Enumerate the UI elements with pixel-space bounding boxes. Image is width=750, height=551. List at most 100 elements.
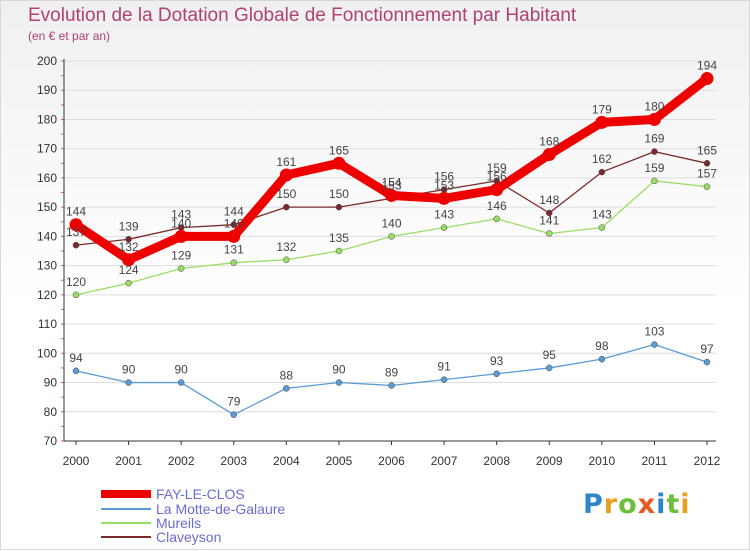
legend-swatch-mureils (101, 522, 151, 524)
logo-letter: t (666, 489, 681, 520)
data-point (72, 241, 80, 249)
data-point (283, 203, 290, 211)
data-label: 143 (434, 208, 454, 222)
legend-label-mureils: Mureils (156, 515, 202, 531)
data-label: 168 (539, 135, 559, 149)
data-point (125, 379, 132, 386)
x-tick-label: 2001 (115, 454, 142, 468)
data-point (651, 148, 658, 155)
data-label: 150 (329, 187, 349, 201)
data-point (122, 253, 136, 267)
x-tick-label: 2011 (642, 454, 668, 468)
data-label: 141 (539, 213, 559, 227)
data-label: 169 (644, 132, 664, 146)
data-point (283, 385, 290, 392)
data-point (437, 191, 451, 205)
y-tick-label: 190 (37, 83, 57, 97)
y-tick-label: 120 (37, 288, 57, 302)
data-label: 143 (592, 208, 612, 222)
x-tick-label: 2002 (168, 454, 195, 468)
data-label: 97 (700, 342, 714, 356)
x-tick-label: 2006 (378, 454, 405, 468)
data-label: 159 (487, 161, 507, 175)
y-tick-label: 100 (37, 346, 57, 360)
y-tick-label: 180 (37, 112, 57, 126)
chart-subtitle: (en € et par an) (28, 29, 111, 43)
y-tick-label: 170 (37, 142, 57, 156)
data-label: 90 (332, 363, 346, 377)
series-line-0 (71, 74, 712, 265)
proxiti-logo: Proxiti (583, 489, 691, 520)
data-label: 93 (490, 354, 504, 368)
legend-label-la-motte-de-galaure: La Motte-de-Galaure (156, 501, 286, 517)
data-point (72, 367, 80, 375)
data-label: 180 (644, 99, 664, 113)
x-tick-label: 2007 (431, 454, 458, 468)
data-point (703, 358, 711, 366)
data-label: 156 (487, 170, 507, 184)
data-label: 135 (329, 231, 349, 245)
x-tick-label: 2012 (694, 454, 721, 468)
data-label: 159 (644, 161, 664, 175)
x-tick-label: 2005 (326, 454, 353, 468)
data-label: 161 (276, 155, 296, 169)
x-tick-label: 2010 (588, 454, 615, 468)
data-point (546, 230, 553, 237)
data-label: 103 (644, 325, 664, 339)
data-label: 153 (434, 178, 454, 192)
data-point (595, 115, 609, 129)
y-tick-label: 70 (44, 434, 58, 448)
data-label: 179 (592, 102, 612, 116)
data-label: 143 (171, 208, 191, 222)
data-point (598, 355, 606, 363)
data-label: 120 (66, 275, 86, 289)
data-label: 140 (381, 216, 401, 230)
data-point (174, 229, 188, 243)
data-label: 148 (539, 193, 559, 207)
data-label: 90 (174, 363, 188, 377)
data-label: 91 (437, 360, 451, 374)
data-point (125, 236, 132, 243)
logo-letter: i (656, 489, 667, 520)
x-tick-label: 2000 (63, 454, 90, 468)
legend-label-fay-le-clos: FAY-LE-CLOS (156, 486, 245, 502)
data-label: 140 (224, 216, 244, 230)
data-label: 132 (276, 240, 296, 254)
data-point (335, 379, 343, 386)
data-label: 194 (697, 59, 717, 73)
data-point (651, 177, 658, 185)
x-tick-label: 2008 (483, 454, 510, 468)
data-label: 162 (592, 152, 612, 166)
legend-swatch-fay-le-clos (101, 490, 151, 498)
x-tick-label: 2003 (220, 454, 247, 468)
data-label: 150 (276, 187, 296, 201)
data-point (700, 72, 714, 86)
data-point (440, 376, 448, 383)
data-label: 165 (329, 143, 349, 157)
logo-letter: x (637, 489, 657, 520)
data-point (598, 224, 606, 231)
data-label: 139 (119, 219, 139, 233)
x-tick-label: 2004 (273, 454, 300, 468)
data-label: 154 (381, 175, 401, 189)
data-point (332, 156, 346, 170)
data-point (177, 379, 185, 386)
data-label: 137 (66, 225, 86, 239)
y-tick-label: 80 (44, 405, 58, 419)
data-point (493, 370, 500, 378)
data-label: 88 (280, 368, 294, 382)
y-tick-label: 110 (38, 317, 57, 331)
data-label: 131 (224, 243, 244, 257)
data-point (385, 188, 398, 202)
data-point (440, 224, 448, 231)
data-point (388, 382, 395, 389)
chart-title: Evolution de la Dotation Globale de Fonc… (28, 5, 577, 26)
y-tick-label: 90 (44, 376, 58, 390)
data-point (177, 265, 185, 272)
data-point (388, 233, 395, 240)
data-point (279, 168, 293, 182)
data-point (703, 160, 711, 167)
logo-letter: r (603, 489, 619, 520)
data-label: 98 (595, 339, 609, 353)
